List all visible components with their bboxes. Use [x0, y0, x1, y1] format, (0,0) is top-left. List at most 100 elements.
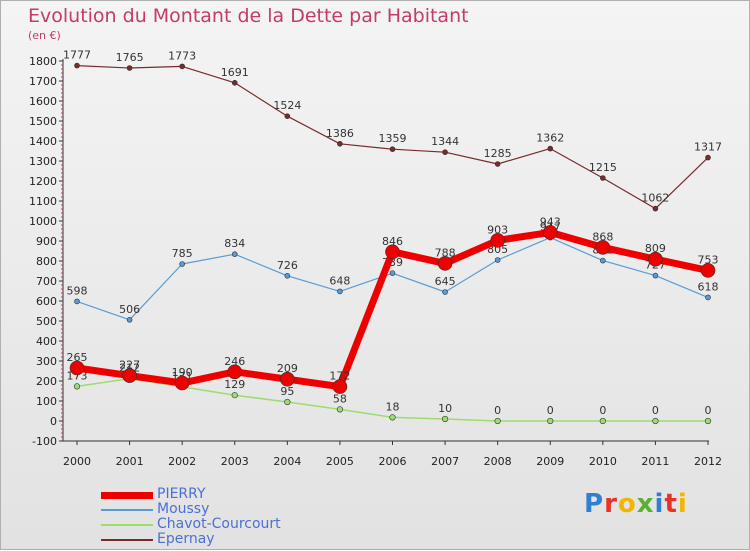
data-point [385, 244, 400, 260]
data-label: 943 [540, 215, 561, 228]
y-tick-label: 1400 [29, 135, 57, 148]
data-label: 1062 [641, 192, 669, 205]
data-point [547, 145, 554, 152]
proxiti-logo: Proxiti [584, 489, 688, 519]
x-tick-label: 2009 [536, 455, 564, 468]
data-label: 846 [382, 235, 403, 248]
data-label: 246 [224, 355, 245, 368]
data-point [652, 417, 659, 425]
data-point [284, 272, 291, 279]
data-point [231, 392, 238, 399]
data-point [332, 379, 348, 394]
data-point [599, 417, 606, 425]
x-tick-label: 2003 [221, 455, 249, 468]
data-label: 1524 [273, 99, 301, 112]
data-label: 1362 [536, 132, 564, 145]
data-label: 1344 [431, 135, 459, 148]
data-label: 1215 [589, 161, 617, 174]
data-point [69, 360, 85, 376]
data-point [231, 251, 238, 257]
data-point [73, 383, 81, 390]
data-label: 868 [592, 230, 613, 243]
data-point [652, 272, 659, 279]
data-label: 788 [435, 246, 456, 259]
data-point [542, 225, 558, 240]
data-label: 0 [599, 404, 606, 417]
data-point [389, 270, 396, 277]
data-point [490, 233, 505, 248]
data-label: 0 [652, 404, 659, 417]
logo-letter: t [664, 489, 678, 519]
data-point [227, 364, 243, 380]
y-tick-label: 600 [36, 295, 57, 308]
y-tick-label: 100 [36, 395, 57, 408]
data-label: 648 [329, 274, 350, 287]
x-tick-label: 2000 [63, 455, 91, 468]
data-label: 95 [280, 385, 294, 398]
data-point [437, 256, 453, 271]
data-label: 58 [333, 392, 347, 405]
data-point [179, 63, 185, 70]
x-tick-label: 2001 [116, 455, 144, 468]
y-tick-label: 200 [36, 375, 57, 388]
y-tick-label: 1100 [29, 195, 57, 208]
data-label: 209 [277, 362, 298, 375]
y-tick-label: 1200 [29, 175, 57, 188]
data-label: 0 [494, 404, 501, 417]
data-label: 227 [119, 359, 140, 372]
data-point [337, 288, 343, 295]
data-label: 190 [172, 366, 193, 379]
data-point [704, 417, 712, 425]
logo-letter: i [677, 489, 688, 519]
data-label: 1317 [694, 141, 722, 154]
y-tick-label: 1600 [29, 95, 57, 108]
data-label: 1765 [116, 51, 144, 64]
data-point [494, 417, 501, 425]
data-point [652, 205, 659, 212]
x-tick-label: 2006 [379, 455, 407, 468]
y-tick-label: 0 [50, 415, 57, 428]
data-label: 753 [698, 253, 719, 266]
data-label: 618 [698, 280, 719, 293]
data-point [705, 154, 711, 161]
chart-title: Evolution du Montant de la Dette par Hab… [28, 5, 469, 27]
y-tick-label: -100 [32, 435, 57, 448]
data-label: 129 [224, 378, 245, 391]
y-tick-label: 900 [36, 235, 57, 248]
legend-swatch [101, 509, 153, 511]
data-point [126, 316, 133, 323]
data-label: 0 [547, 404, 554, 417]
data-point [337, 141, 343, 147]
data-label: 1773 [168, 49, 196, 62]
legend-label: PIERRY [157, 486, 206, 502]
data-point [442, 289, 448, 295]
y-tick-label: 1700 [29, 75, 57, 88]
y-tick-label: 1300 [29, 155, 57, 168]
data-label: 645 [435, 275, 456, 288]
data-point [547, 417, 554, 425]
x-tick-label: 2005 [326, 455, 354, 468]
data-label: 785 [172, 247, 193, 260]
data-point [389, 414, 396, 421]
data-label: 598 [67, 284, 88, 297]
data-point [174, 375, 190, 391]
data-point [441, 415, 449, 423]
data-point [179, 261, 185, 267]
data-label: 506 [119, 303, 140, 316]
x-tick-label: 2010 [589, 455, 617, 468]
chart-subtitle: (en €) [28, 29, 61, 42]
legend-label: Moussy [157, 501, 210, 517]
data-point [284, 398, 291, 406]
logo-letter: x [636, 489, 655, 519]
data-point [595, 240, 611, 255]
data-point [600, 175, 606, 181]
data-point [122, 368, 137, 383]
legend-swatch [101, 539, 153, 541]
x-tick-label: 2011 [641, 455, 669, 468]
data-point [700, 263, 716, 278]
legend-label: Chavot-Courcourt [157, 516, 281, 532]
data-point [231, 80, 238, 86]
data-point [600, 257, 606, 264]
data-label: 1777 [63, 49, 91, 62]
